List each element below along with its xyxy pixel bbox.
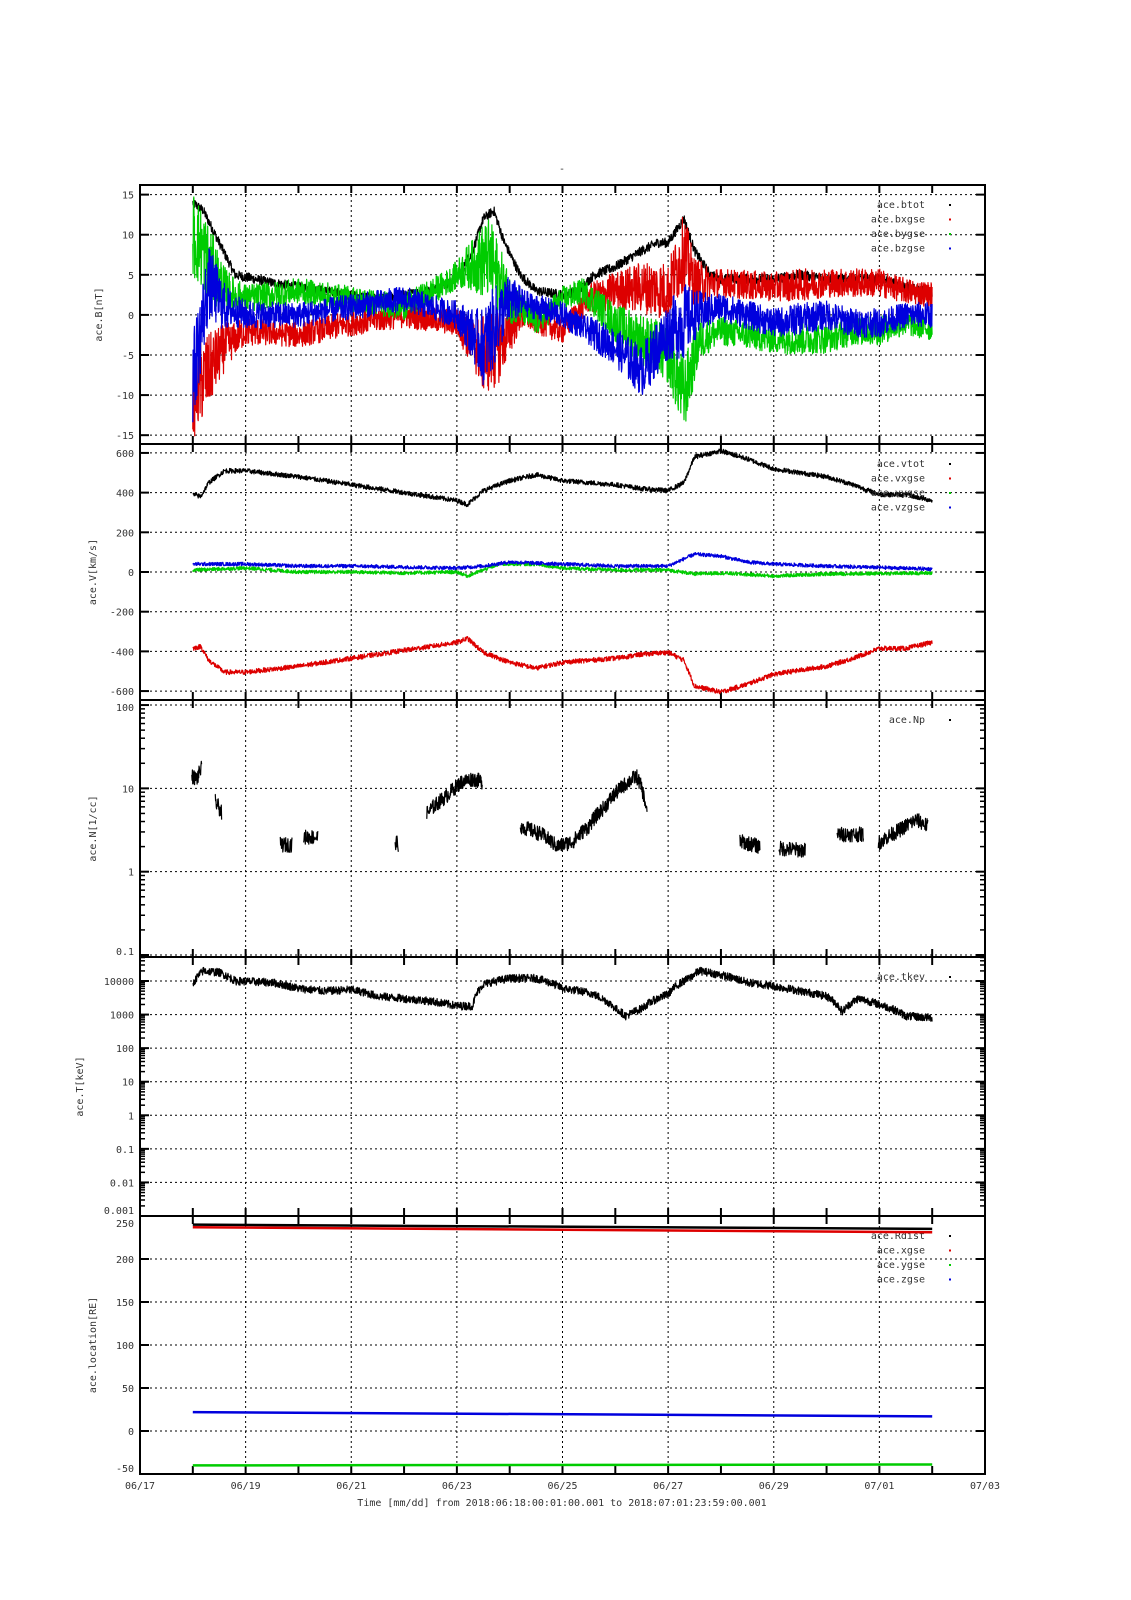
series-vxgse [192, 636, 933, 695]
panel-N: 100 10 1 0.1 ace.N[1/cc] ace.Np [88, 699, 986, 958]
y-tick-label: 100 [116, 1341, 134, 1352]
x-tick-label: 07/01 [864, 1481, 894, 1492]
legend-label: ace.zgse [877, 1275, 925, 1286]
legend-label: ace.vygse [871, 488, 925, 499]
legend-label: ace.vxgse [871, 474, 925, 485]
legend-marker [949, 477, 951, 480]
x-axis-label: Time [mm/dd] from 2018:06:18:00:01:00.00… [357, 1498, 766, 1509]
y-tick-label: 0 [128, 568, 134, 579]
y-tick-label: 100 [116, 1044, 134, 1055]
y-tick-label: 1000 [110, 1011, 134, 1022]
series-rdist [192, 1223, 933, 1231]
y-axis-label: ace.B[nT] [94, 287, 105, 341]
series-bzgse [192, 248, 933, 423]
panel-location: 250 200 150 100 50 0 -50 ace.location[RE] ace.Rd… [88, 1215, 1000, 1492]
y-tick-label: 200 [116, 1255, 134, 1266]
y-axis-label: ace.V[km/s] [88, 539, 99, 605]
x-tick-label: 06/27 [653, 1481, 683, 1492]
legend-marker [949, 218, 951, 221]
legend-label: ace.xgse [877, 1246, 925, 1257]
y-axis-label: ace.N[1/cc] [88, 795, 99, 861]
y-tick-label: -600 [110, 687, 134, 698]
y-tick-label: 10 [122, 1078, 134, 1089]
legend-marker [949, 247, 951, 250]
series-xgse [192, 1225, 933, 1234]
y-tick-label: 0 [128, 1427, 134, 1438]
y-tick-label: -10 [116, 391, 134, 402]
y-tick-label: 10 [122, 231, 134, 242]
plot-frame [139, 1215, 986, 1475]
y-axis-label: ace.T[keV] [75, 1056, 86, 1116]
series-zgse [192, 1410, 933, 1418]
y-tick-label: 0.1 [116, 1145, 134, 1156]
legend-marker [949, 1278, 951, 1281]
y-axis-label: ace.location[RE] [88, 1297, 99, 1393]
y-tick-label: -400 [110, 647, 134, 658]
y-tick-label: 1 [128, 868, 134, 879]
series-ygse [192, 1463, 933, 1467]
series-bxgse [192, 216, 933, 437]
legend-marker [949, 204, 951, 206]
legend-label: ace.Rdist [871, 1231, 925, 1242]
series-tkev [192, 966, 933, 1022]
y-tick-label: 600 [116, 449, 134, 460]
legend-label: ace.ygse [877, 1260, 925, 1271]
panels: 151050-5-10-15ace.B[nT]ace.btotace.bxgse… [75, 184, 1000, 1492]
legend-marker [949, 233, 951, 235]
legend-marker [949, 1264, 951, 1266]
x-tick-label: 06/29 [759, 1481, 789, 1492]
y-tick-label: 250 [116, 1219, 134, 1230]
series-vzgse [192, 552, 933, 572]
y-tick-label: 0.1 [116, 947, 134, 958]
panel-V: 600 400 200 0 -200 -400 -600 ace.V[km/s] ace.vto… [88, 443, 986, 701]
y-tick-label: 150 [116, 1298, 134, 1309]
x-tick-label: 06/17 [125, 1481, 155, 1492]
x-tick-label: 07/03 [970, 1481, 1000, 1492]
legend-label: ace.btot [877, 200, 925, 211]
x-tick-label: 06/19 [231, 1481, 261, 1492]
y-tick-label: 400 [116, 489, 134, 500]
series-np [191, 760, 929, 858]
series-bygse [192, 196, 933, 422]
y-tick-label: 200 [116, 528, 134, 539]
y-tick-label: -15 [116, 431, 134, 442]
y-tick-label: 1 [128, 1111, 134, 1122]
y-tick-label: 50 [122, 1384, 134, 1395]
series-vygse [192, 561, 933, 579]
legend-marker [949, 492, 951, 494]
y-tick-label: 100 [116, 703, 134, 714]
x-tick-label: 06/25 [547, 1481, 577, 1492]
legend-label: ace.vzgse [871, 503, 925, 514]
y-tick-label: 0 [128, 311, 134, 322]
y-tick-label: 5 [128, 271, 134, 282]
legend-label: ace.bxgse [871, 215, 925, 226]
y-tick-label: -50 [116, 1464, 134, 1475]
legend-marker [949, 1235, 951, 1237]
legend-label: ace.vtot [877, 459, 925, 470]
legend-marker [949, 719, 951, 721]
y-tick-label: 0.01 [110, 1178, 134, 1189]
y-tick-label: 15 [122, 191, 134, 202]
legend-marker [949, 506, 951, 509]
legend-marker [949, 976, 951, 978]
panel-T: 10000 1000 100 10 1 0.1 0.01 0.001 ace.T[keV] ace… [75, 956, 986, 1217]
plot-frame [139, 699, 986, 958]
y-tick-label: -200 [110, 608, 134, 619]
y-tick-label: 10000 [104, 977, 134, 988]
legend-label: ace.bzgse [871, 244, 925, 255]
y-tick-label: 0.001 [104, 1206, 134, 1217]
chart-title: - [559, 164, 565, 175]
y-tick-label: -5 [122, 351, 134, 362]
legend-label: ace.bygse [871, 229, 925, 240]
panel-B: 15 10 5 0 -5 -10 -15 ace.B[nT] ace.btot ace.bxgse… [94, 184, 986, 445]
legend-marker [949, 463, 951, 465]
y-tick-label: 10 [122, 784, 134, 795]
series-vtot [192, 448, 933, 508]
legend-label: ace.tkev [877, 972, 925, 983]
legend-marker [949, 1249, 951, 1252]
x-tick-label: 06/23 [442, 1481, 472, 1492]
legend-label: ace.Np [889, 715, 925, 726]
x-tick-label: 06/21 [336, 1481, 366, 1492]
